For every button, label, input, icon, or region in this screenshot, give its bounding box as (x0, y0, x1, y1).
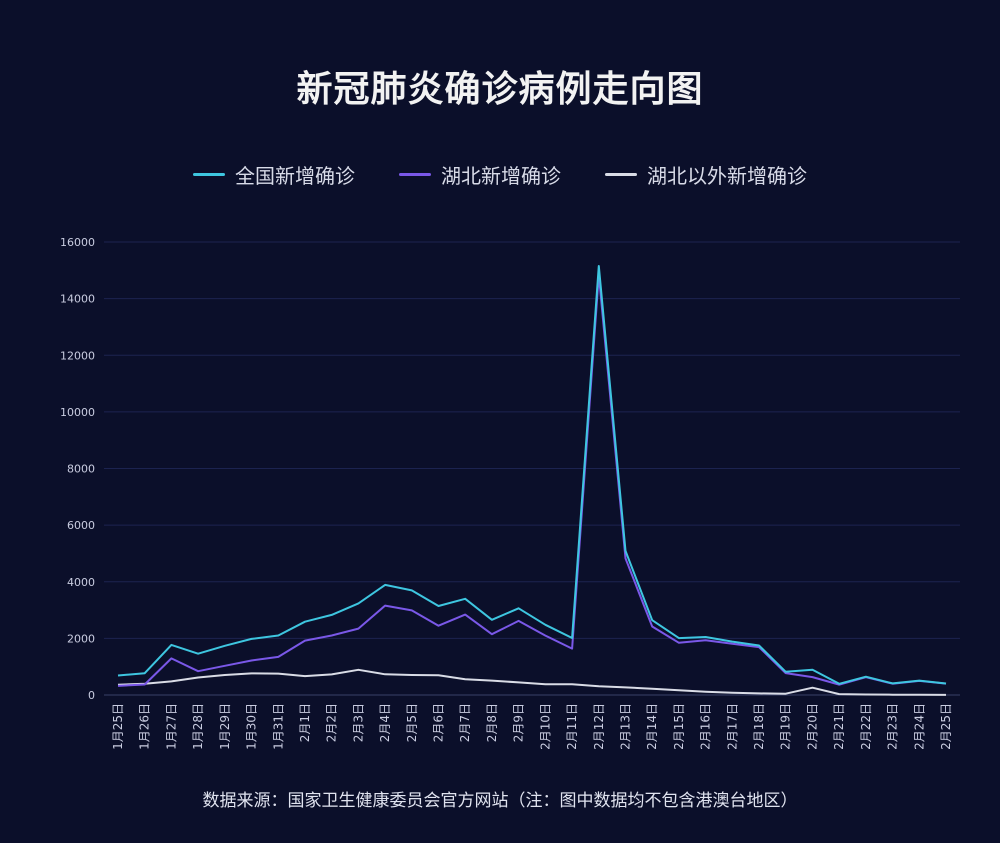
x-tick-label: 1月29日 (218, 703, 232, 750)
x-tick-label: 2月12日 (592, 703, 606, 750)
x-tick-label: 2月5日 (405, 703, 419, 742)
legend-item-outside-hubei[interactable]: 湖北以外新增确诊 (605, 160, 807, 189)
x-tick-label: 2月8日 (485, 703, 499, 742)
x-tick-label: 2月9日 (512, 703, 526, 742)
x-tick-label: 2月24日 (912, 703, 926, 750)
y-tick-label: 2000 (67, 632, 95, 645)
y-tick-label: 16000 (60, 236, 95, 249)
x-tick-label: 2月11日 (565, 703, 579, 750)
legend-swatch-hubei (399, 173, 431, 176)
y-tick-label: 10000 (60, 406, 95, 419)
y-tick-label: 8000 (67, 463, 95, 476)
series-line-1 (117, 273, 947, 687)
legend-label-outside-hubei: 湖北以外新增确诊 (647, 164, 807, 188)
chart-legend: 全国新增确诊 湖北新增确诊 湖北以外新增确诊 (0, 160, 1000, 189)
x-tick-label: 2月4日 (378, 703, 392, 742)
x-tick-label: 1月31日 (271, 703, 285, 750)
chart-title: 新冠肺炎确诊病例走向图 (296, 68, 704, 110)
series-line-0 (117, 265, 947, 685)
x-tick-label: 2月2日 (325, 703, 339, 742)
x-tick-label: 1月28日 (191, 703, 205, 750)
x-tick-label: 2月22日 (859, 703, 873, 750)
chart-frame (8, 8, 992, 835)
legend-item-national[interactable]: 全国新增确诊 (193, 160, 355, 189)
x-tick-label: 2月23日 (886, 703, 900, 750)
y-tick-label: 4000 (67, 576, 95, 589)
x-tick-label: 1月25日 (111, 703, 125, 750)
series-line-2 (117, 668, 947, 696)
x-tick-label: 2月20日 (805, 703, 819, 750)
x-tick-label: 2月18日 (752, 703, 766, 750)
x-tick-label: 2月19日 (779, 703, 793, 750)
y-tick-label: 0 (88, 689, 95, 702)
x-tick-label: 1月30日 (245, 703, 259, 750)
x-tick-label: 2月13日 (618, 703, 632, 750)
x-tick-label: 2月17日 (725, 703, 739, 750)
x-tick-label: 2月6日 (432, 703, 446, 742)
x-tick-label: 2月10日 (538, 703, 552, 750)
x-tick-label: 2月14日 (645, 703, 659, 750)
x-tick-label: 2月3日 (351, 703, 365, 742)
x-tick-label: 2月1日 (298, 703, 312, 742)
data-source-note: 数据来源：国家卫生健康委员会官方网站（注：图中数据均不包含港澳台地区） (202, 791, 798, 811)
x-tick-label: 1月26日 (138, 703, 152, 750)
x-tick-label: 2月25日 (939, 703, 953, 750)
x-tick-label: 2月7日 (458, 703, 472, 742)
legend-label-hubei: 湖北新增确诊 (441, 164, 561, 188)
y-tick-label: 12000 (60, 349, 95, 362)
legend-swatch-outside-hubei (605, 173, 637, 176)
x-tick-label: 1月27日 (164, 703, 178, 750)
x-tick-label: 2月21日 (832, 703, 846, 750)
y-tick-label: 14000 (60, 293, 95, 306)
x-tick-label: 2月15日 (672, 703, 686, 750)
y-tick-label: 6000 (67, 519, 95, 532)
legend-label-national: 全国新增确诊 (235, 164, 355, 188)
legend-swatch-national (193, 173, 225, 176)
x-tick-label: 2月16日 (699, 703, 713, 750)
legend-item-hubei[interactable]: 湖北新增确诊 (399, 160, 561, 189)
